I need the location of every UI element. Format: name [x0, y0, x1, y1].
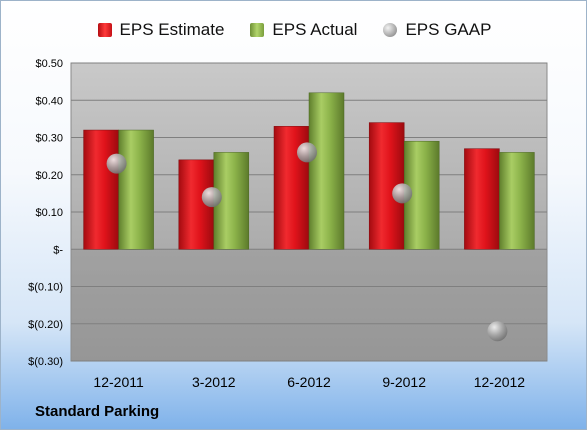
marker-eps-gaap	[201, 187, 222, 208]
legend-label-gaap: EPS GAAP	[405, 20, 492, 39]
company-name: Standard Parking	[35, 403, 160, 420]
y-tick-label: $0.20	[35, 170, 63, 182]
marker-eps-gaap	[392, 183, 413, 204]
legend-swatch-estimate	[97, 23, 112, 37]
legend-label-actual: EPS Actual	[272, 20, 358, 39]
x-axis-ticks: 12-2011 3-2012 6-2012 9-2012 12-2012	[93, 374, 525, 390]
x-tick-label: 9-2012	[382, 374, 426, 390]
bar-eps-estimate	[464, 148, 500, 250]
marker-eps-gaap	[297, 142, 317, 163]
marker-eps-gaap	[487, 321, 508, 342]
bar-eps-actual	[118, 129, 154, 250]
y-tick-label: $(0.20)	[28, 319, 63, 331]
y-tick-label: $0.10	[35, 207, 63, 219]
x-tick-label: 12-2012	[474, 374, 526, 390]
y-axis-ticks: $0.50 $0.40 $0.30 $0.20 $0.10 $- $(0.10) $(0.20…	[28, 58, 63, 368]
x-tick-label: 3-2012	[192, 374, 236, 390]
y-tick-label: $0.40	[35, 95, 63, 107]
x-tick-label: 12-2011	[93, 374, 144, 390]
bar-eps-estimate	[83, 129, 119, 250]
marker-eps-gaap	[106, 153, 127, 174]
y-tick-label: $(0.10)	[28, 282, 63, 294]
legend-swatch-actual	[250, 23, 265, 37]
y-tick-label: $-	[53, 244, 63, 256]
legend-item-actual: EPS Actual	[250, 20, 357, 40]
bar-eps-actual	[499, 152, 535, 250]
y-tick-label: $(0.30)	[28, 356, 63, 368]
x-tick-label: 6-2012	[287, 374, 331, 390]
legend-item-gaap: EPS GAAP	[383, 20, 491, 40]
legend-label-estimate: EPS Estimate	[119, 20, 225, 39]
legend-item-estimate: EPS Estimate	[97, 20, 225, 40]
negative-region	[71, 249, 547, 361]
bars	[83, 92, 535, 250]
y-tick-label: $0.50	[35, 58, 63, 70]
legend-swatch-gaap	[383, 23, 398, 37]
gaap-markers	[106, 142, 508, 342]
y-tick-label: $0.30	[35, 133, 63, 145]
bar-eps-actual	[308, 92, 345, 250]
legend: EPS Estimate EPS Actual EPS GAAP	[1, 15, 587, 45]
